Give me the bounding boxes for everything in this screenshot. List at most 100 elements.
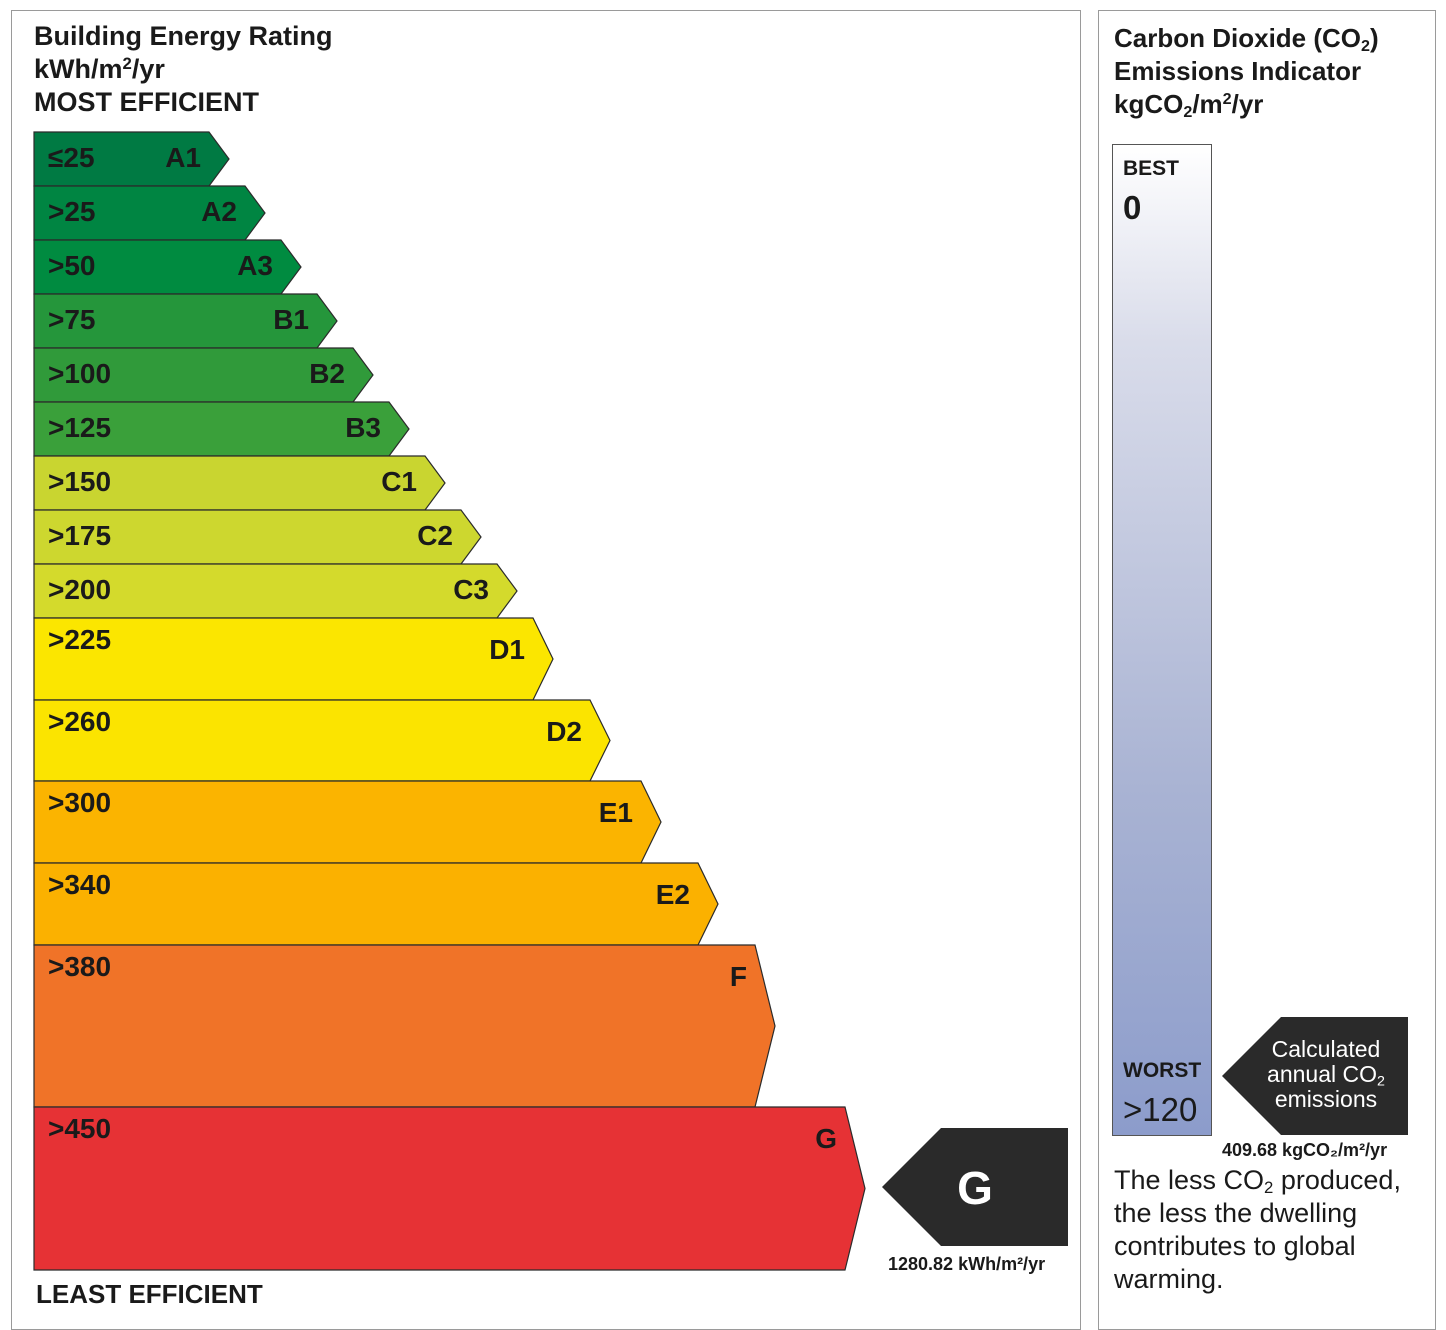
band-threshold: >150 bbox=[48, 466, 112, 497]
band-threshold: >25 bbox=[48, 196, 96, 227]
band-shape bbox=[33, 293, 338, 349]
band-grade: D2 bbox=[546, 716, 582, 747]
co2-value: 409.68 kgCO₂/m²/yr bbox=[1222, 1140, 1388, 1160]
co2-arrow-line2-pre: annual CO bbox=[1267, 1061, 1378, 1087]
band-shape bbox=[33, 1106, 866, 1271]
energy-unit-end: /yr bbox=[131, 54, 165, 84]
band-grade: D1 bbox=[489, 634, 525, 665]
band-threshold: >260 bbox=[48, 706, 112, 737]
energy-band-c1: >150 C1 bbox=[33, 455, 446, 511]
co2-unit-pre: kgCO bbox=[1114, 89, 1184, 119]
energy-band-e1: >300 E1 bbox=[33, 780, 662, 864]
energy-band-e2: >340 E2 bbox=[33, 862, 719, 946]
band-shape bbox=[33, 239, 302, 295]
co2-unit-sup: 2 bbox=[1222, 90, 1232, 109]
band-shape bbox=[33, 563, 518, 619]
band-threshold: >300 bbox=[48, 787, 112, 818]
band-shape bbox=[33, 401, 410, 457]
co2-footnote: The less CO2 produced, the less the dwel… bbox=[1114, 1164, 1434, 1296]
band-grade: B1 bbox=[273, 304, 309, 335]
energy-band-d2: >260 D2 bbox=[33, 699, 611, 782]
energy-value: 1280.82 kWh/m²/yr bbox=[888, 1254, 1046, 1274]
co2-arrow bbox=[1222, 1017, 1408, 1135]
co2-arrow-label: Calculated annual CO2 emissions bbox=[1250, 1037, 1402, 1112]
band-threshold: >125 bbox=[48, 412, 112, 443]
energy-rating-title: Building Energy Rating kWh/m2/yr MOST EF… bbox=[34, 20, 333, 119]
co2-arrow-line2-sub: 2 bbox=[1377, 1073, 1385, 1090]
co2-unit-line: kgCO2/m2/yr bbox=[1114, 88, 1379, 121]
band-shape bbox=[33, 131, 230, 187]
energy-band-c3: >200 C3 bbox=[33, 563, 518, 619]
rating-arrow bbox=[882, 1128, 1068, 1246]
energy-band-b2: >100 B2 bbox=[33, 347, 374, 403]
band-shape bbox=[33, 699, 611, 782]
co2-title: Carbon Dioxide (CO2) Emissions Indicator… bbox=[1114, 22, 1379, 121]
footnote-pre: The less CO bbox=[1114, 1165, 1265, 1195]
band-shape bbox=[33, 455, 446, 511]
band-grade: B3 bbox=[345, 412, 381, 443]
band-grade: C1 bbox=[381, 466, 417, 497]
band-shape bbox=[33, 509, 482, 565]
co2-title-post: ) bbox=[1369, 23, 1379, 53]
band-grade: A2 bbox=[201, 196, 237, 227]
co2-arrow-line1: Calculated bbox=[1271, 1036, 1381, 1062]
band-grade: C3 bbox=[453, 574, 489, 605]
most-efficient-label: MOST EFFICIENT bbox=[34, 87, 259, 117]
energy-band-a1: ≤25 A1 bbox=[33, 131, 230, 187]
band-threshold: >225 bbox=[48, 624, 112, 655]
band-threshold: ≤25 bbox=[48, 142, 95, 173]
energy-title-line: Building Energy Rating bbox=[34, 21, 333, 51]
footnote-post: produced, the less the dwelling contribu… bbox=[1114, 1165, 1401, 1294]
band-threshold: >100 bbox=[48, 358, 112, 389]
energy-unit-line: kWh/m2/yr bbox=[34, 53, 333, 86]
band-shape bbox=[33, 185, 266, 241]
energy-band-c2: >175 C2 bbox=[33, 509, 482, 565]
energy-band-d1: >225 D1 bbox=[33, 617, 554, 701]
band-shape bbox=[33, 780, 662, 864]
energy-band-g: >450 G bbox=[33, 1106, 866, 1271]
band-shape bbox=[33, 617, 554, 701]
least-efficient-label: LEAST EFFICIENT bbox=[36, 1279, 263, 1309]
band-threshold: >380 bbox=[48, 951, 112, 982]
energy-unit: kWh/m bbox=[34, 54, 123, 84]
energy-band-b3: >125 B3 bbox=[33, 401, 410, 457]
co2-title-pre: Carbon Dioxide (CO bbox=[1114, 23, 1362, 53]
rating-grade: G bbox=[957, 1162, 993, 1214]
band-grade: C2 bbox=[417, 520, 453, 551]
band-threshold: >340 bbox=[48, 869, 112, 900]
band-shape bbox=[33, 347, 374, 403]
band-shape bbox=[33, 944, 776, 1108]
energy-unit-sup: 2 bbox=[122, 53, 132, 73]
co2-unit-sub: 2 bbox=[1183, 103, 1193, 122]
energy-band-f: >380 F bbox=[33, 944, 776, 1108]
band-threshold: >200 bbox=[48, 574, 112, 605]
co2-scale: BEST 0 WORST >120 bbox=[1112, 144, 1212, 1136]
band-grade: E1 bbox=[598, 797, 633, 828]
co2-title-sub: 2 bbox=[1361, 37, 1370, 56]
worst-label: WORST bbox=[1123, 1059, 1202, 1082]
footnote-sub: 2 bbox=[1264, 1178, 1274, 1198]
band-grade: G bbox=[815, 1123, 837, 1154]
band-shape bbox=[33, 862, 719, 946]
worst-value: >120 bbox=[1123, 1091, 1198, 1128]
band-grade: A1 bbox=[165, 142, 201, 173]
band-threshold: >50 bbox=[48, 250, 96, 281]
band-grade: F bbox=[729, 961, 747, 992]
co2-unit-end: /yr bbox=[1231, 89, 1264, 119]
co2-unit-mid: /m bbox=[1192, 89, 1223, 119]
best-value: 0 bbox=[1123, 189, 1142, 226]
energy-band-a2: >25 A2 bbox=[33, 185, 266, 241]
energy-band-a3: >50 A3 bbox=[33, 239, 302, 295]
energy-band-b1: >75 B1 bbox=[33, 293, 338, 349]
co2-title-line: Carbon Dioxide (CO2) bbox=[1114, 22, 1379, 55]
co2-arrow-line3: emissions bbox=[1274, 1086, 1378, 1112]
band-threshold: >75 bbox=[48, 304, 96, 335]
band-grade: A3 bbox=[237, 250, 273, 281]
band-threshold: >175 bbox=[48, 520, 112, 551]
band-threshold: >450 bbox=[48, 1113, 112, 1144]
co2-arrow-line2: annual CO2 bbox=[1250, 1061, 1402, 1090]
band-grade: B2 bbox=[309, 358, 345, 389]
band-grade: E2 bbox=[655, 879, 690, 910]
best-label: BEST bbox=[1123, 157, 1180, 180]
